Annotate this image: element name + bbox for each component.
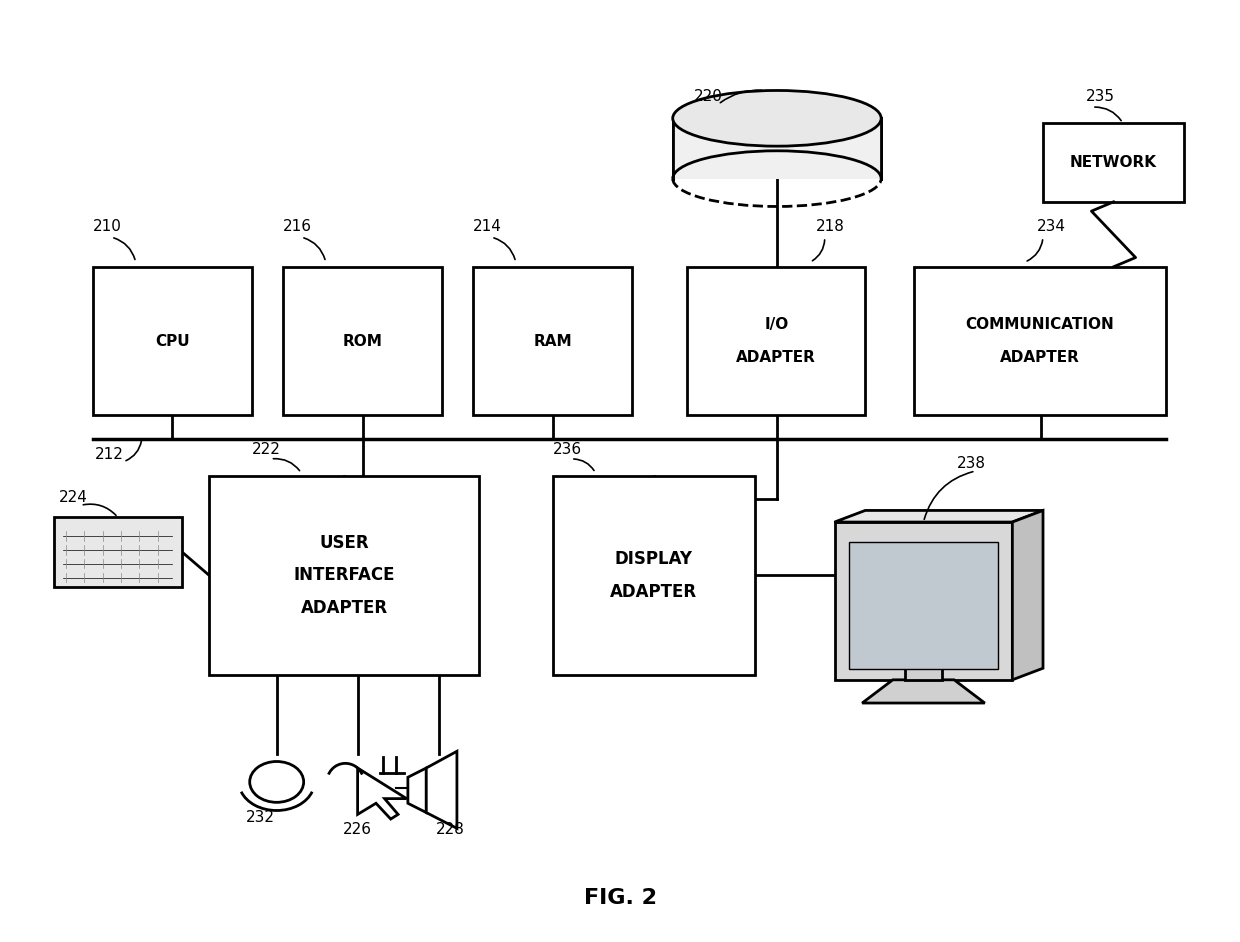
- Ellipse shape: [673, 90, 882, 146]
- Text: ADAPTER: ADAPTER: [737, 349, 816, 365]
- Bar: [472, 267, 632, 415]
- Text: 235: 235: [1086, 89, 1115, 105]
- Bar: [553, 476, 755, 675]
- Text: FIG. 2: FIG. 2: [584, 888, 656, 908]
- Text: 228: 228: [436, 821, 465, 836]
- Polygon shape: [408, 768, 427, 813]
- Bar: [53, 517, 182, 587]
- Text: COMMUNICATION: COMMUNICATION: [966, 317, 1115, 333]
- Bar: [283, 267, 443, 415]
- Text: 222: 222: [252, 442, 281, 457]
- Text: 220: 220: [693, 89, 723, 105]
- Ellipse shape: [249, 761, 304, 803]
- Text: 234: 234: [1037, 219, 1066, 235]
- Polygon shape: [427, 752, 456, 828]
- Text: 218: 218: [816, 219, 844, 235]
- Bar: [914, 267, 1166, 415]
- Text: ROM: ROM: [342, 333, 382, 349]
- Text: 238: 238: [957, 456, 986, 471]
- Text: ADAPTER: ADAPTER: [999, 349, 1080, 365]
- Polygon shape: [835, 511, 1043, 522]
- Polygon shape: [357, 768, 407, 819]
- Text: CPU: CPU: [155, 333, 190, 349]
- Text: ADAPTER: ADAPTER: [610, 583, 697, 601]
- Polygon shape: [835, 522, 1012, 680]
- Text: ADAPTER: ADAPTER: [300, 599, 388, 617]
- Text: NETWORK: NETWORK: [1070, 154, 1157, 170]
- Text: I/O: I/O: [764, 317, 789, 333]
- Bar: [1043, 123, 1184, 202]
- Bar: [93, 267, 252, 415]
- Text: 226: 226: [343, 821, 372, 836]
- Text: 210: 210: [93, 219, 122, 235]
- Text: RAM: RAM: [533, 333, 572, 349]
- Bar: [210, 476, 479, 675]
- Polygon shape: [1012, 511, 1043, 680]
- Text: 216: 216: [283, 219, 311, 235]
- Text: INTERFACE: INTERFACE: [294, 566, 394, 584]
- Bar: [687, 267, 866, 415]
- Polygon shape: [862, 680, 985, 703]
- Text: 212: 212: [95, 447, 124, 462]
- Text: DISPLAY: DISPLAY: [615, 550, 693, 568]
- Text: USER: USER: [320, 534, 370, 552]
- Text: 214: 214: [472, 219, 502, 235]
- Text: 232: 232: [246, 810, 275, 825]
- Bar: [905, 661, 942, 680]
- Text: 224: 224: [58, 491, 87, 505]
- Bar: [849, 543, 998, 669]
- Text: 236: 236: [553, 442, 582, 457]
- Polygon shape: [673, 119, 882, 179]
